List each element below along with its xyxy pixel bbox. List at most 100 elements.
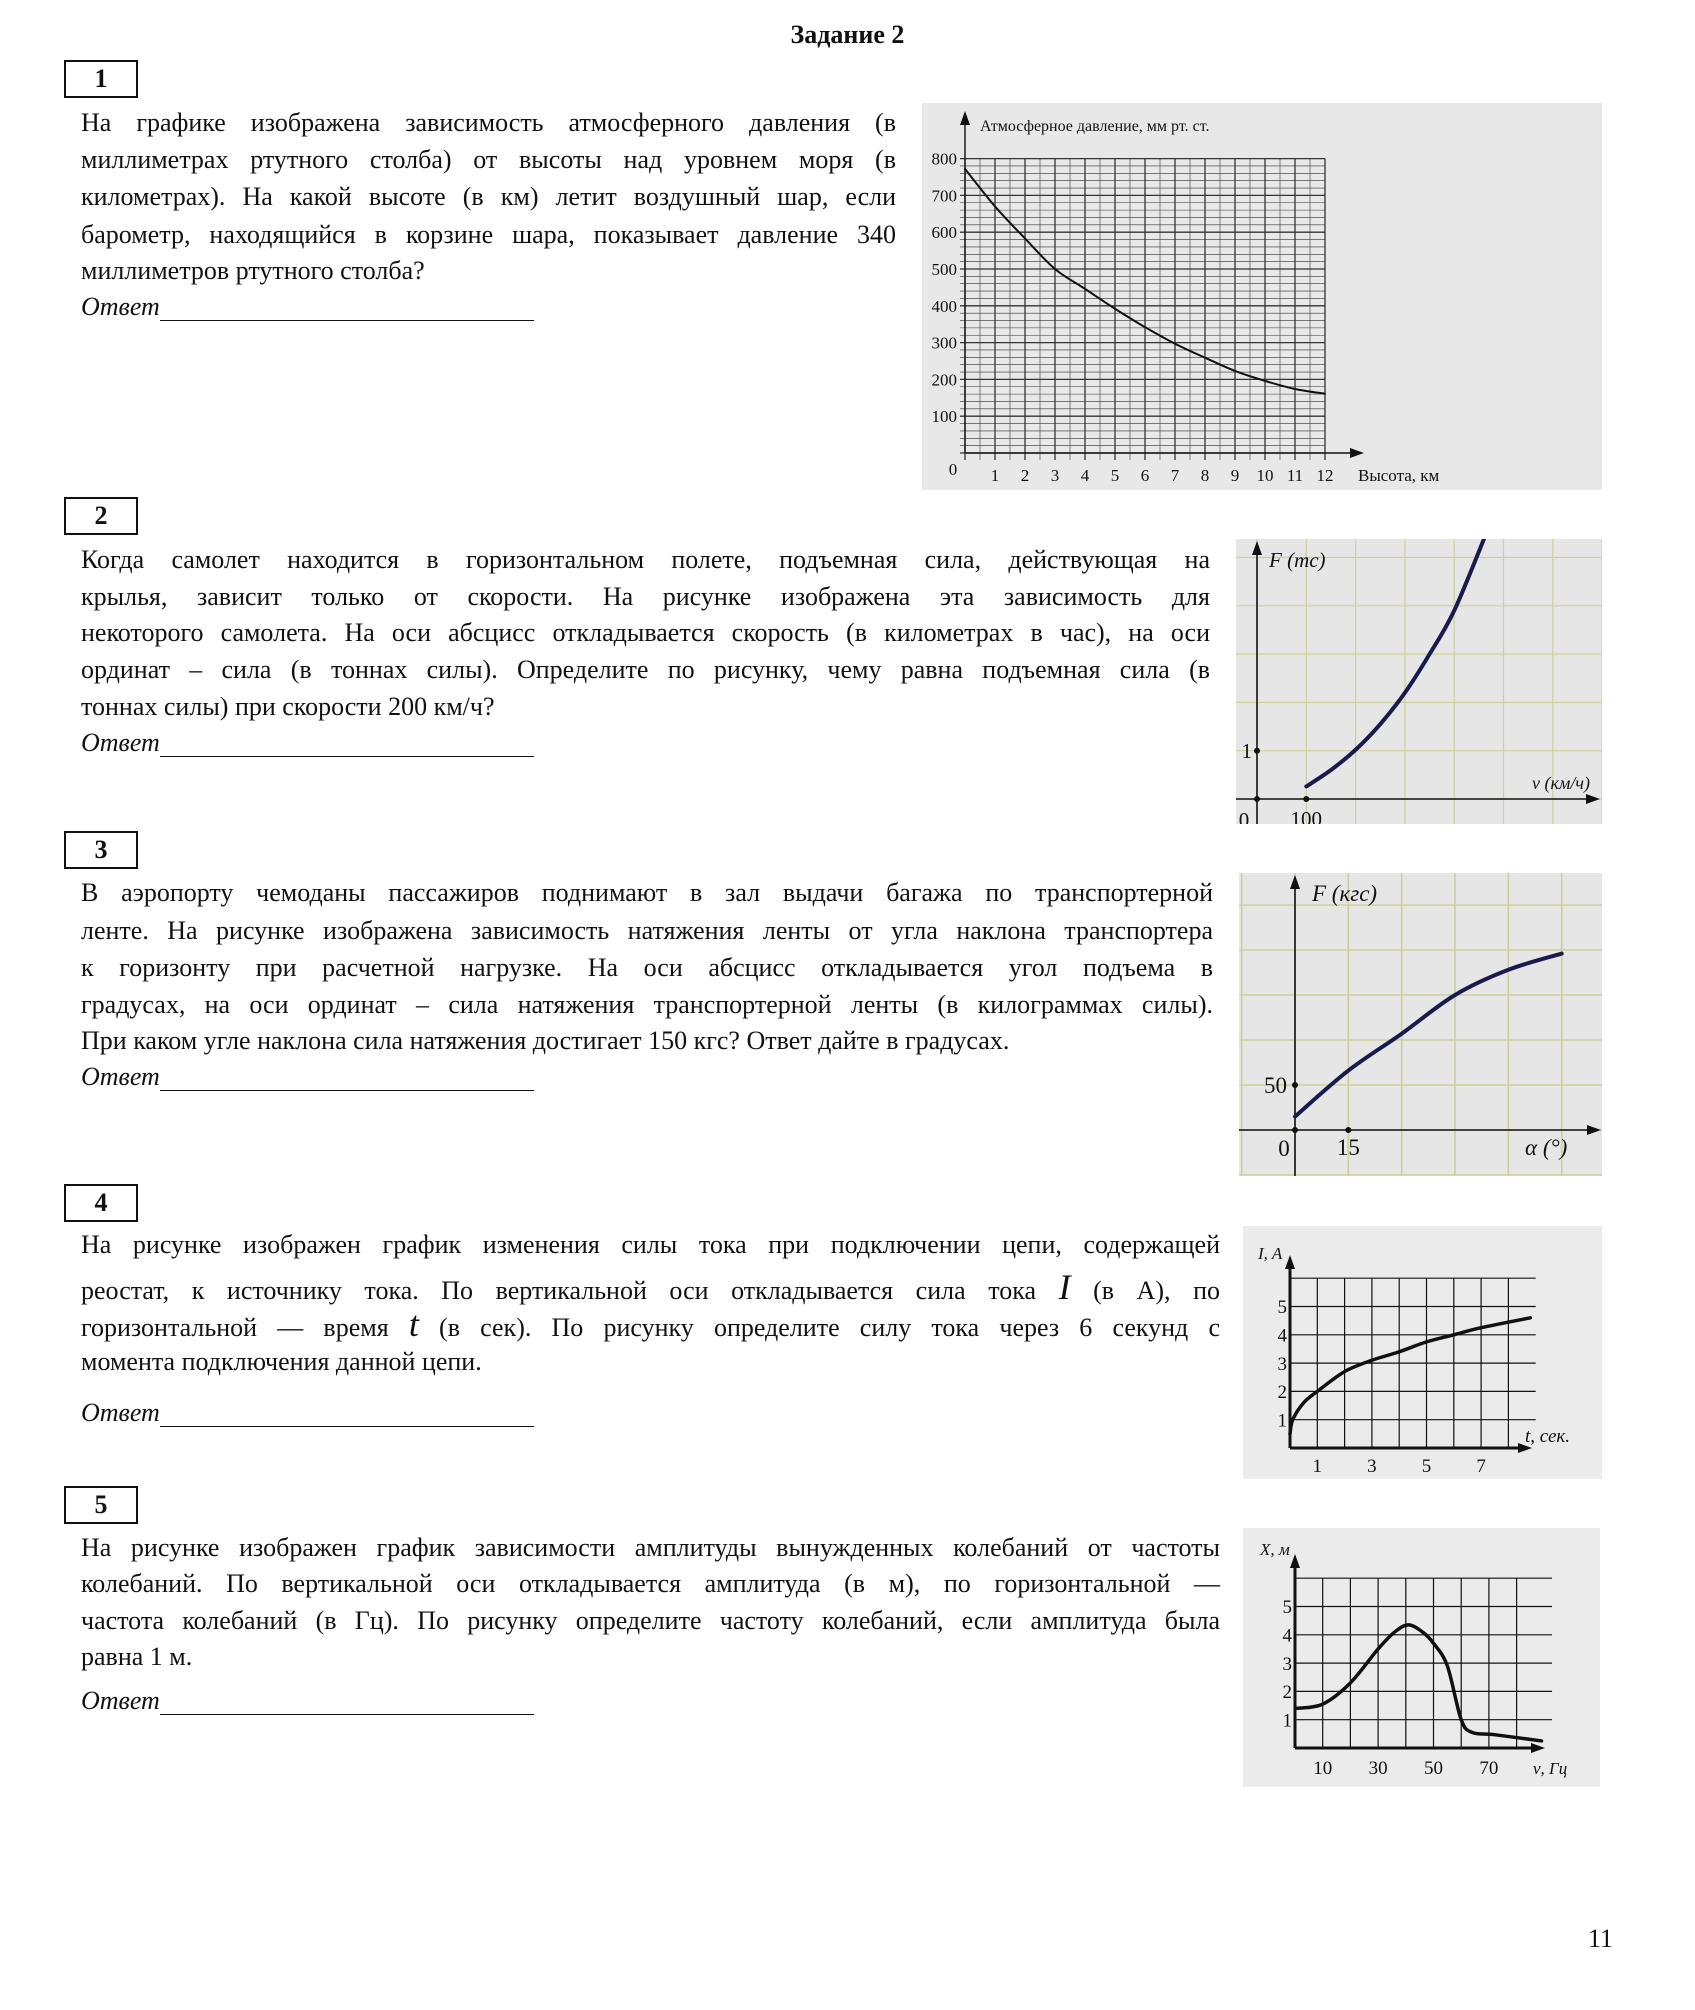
origin-label: 0 [1239, 808, 1250, 824]
answer-input[interactable] [159, 1400, 534, 1427]
answer-label: Ответ [81, 1686, 160, 1715]
x-tick-label: 7 [1171, 466, 1180, 485]
x-tick-label: 7 [1476, 1456, 1486, 1477]
y-tick-label: 3 [1278, 1354, 1288, 1375]
data-curve [1294, 1623, 1544, 1743]
problem-number-box: 5 [64, 1486, 138, 1524]
y-axis-label: I, A [1257, 1244, 1283, 1263]
y-tick-label: 2 [1278, 1382, 1288, 1403]
answer-row: Ответ [81, 288, 534, 325]
data-curve [964, 167, 1326, 395]
x-axis-arrow-icon [1350, 448, 1364, 458]
problem-text-line: крылья, зависит только от скорости. На р… [81, 582, 1210, 611]
x-tick-label: 50 [1424, 1758, 1443, 1779]
x-tick-label: 12 [1317, 466, 1334, 485]
x-axis-label: v (км/ч) [1532, 773, 1590, 794]
chart-panel-4: 1 3 5 7 1 2 3 4 5 I, A t, сек. [1243, 1226, 1602, 1479]
chart-2: 100 1 0 F (тс) v (км/ч) [1236, 539, 1602, 824]
answer-row: Ответ [81, 1394, 534, 1431]
chart-4: 1 3 5 7 1 2 3 4 5 I, A t, сек. [1243, 1226, 1602, 1479]
problem-text-line: километрах). На какой высоте (в км) лети… [81, 182, 896, 211]
y-tick-label: 2 [1283, 1682, 1293, 1703]
x-tick-label: 8 [1201, 466, 1210, 485]
y-tick-label: 1 [1242, 739, 1253, 763]
answer-input[interactable] [159, 1064, 534, 1091]
x-tick-dot [1345, 1127, 1352, 1133]
chart-background [1243, 1528, 1600, 1787]
y-tick-label: 3 [1283, 1654, 1293, 1675]
y-tick-label: 200 [932, 370, 958, 389]
answer-row: Ответ [81, 1058, 534, 1095]
problem-number-box: 4 [64, 1184, 138, 1222]
y-axis-label: F (кгс) [1311, 881, 1377, 906]
x-tick-label: 70 [1479, 1758, 1498, 1779]
x-axis-label: ν, Гц [1533, 1759, 1567, 1778]
problem-text-line: тоннах силы) при скорости 200 км/ч? [81, 692, 495, 721]
data-curve [1293, 951, 1564, 1119]
origin-dot [1292, 1127, 1298, 1133]
problem-text-line: момента подключения данной цепи. [81, 1343, 1220, 1380]
y-tick-label: 300 [932, 334, 958, 353]
y-tick-label: 100 [932, 407, 958, 426]
y-tick-label: 50 [1264, 1073, 1287, 1098]
text-segment: (в А), по [1093, 1276, 1221, 1305]
chart-panel-1: 1 2 3 4 5 6 7 8 9 10 11 12 100 200 300 400 500 600 700 800 0… [922, 103, 1602, 490]
problem-text-line: На рисунке изображен график зависимости … [81, 1533, 1220, 1562]
x-tick-label: 3 [1367, 1456, 1377, 1477]
y-tick-label: 1 [1283, 1710, 1293, 1731]
y-tick-label: 4 [1278, 1325, 1288, 1346]
y-tick-label: 500 [932, 260, 958, 279]
origin-label: 0 [1278, 1136, 1290, 1161]
x-tick-label: 10 [1313, 1758, 1332, 1779]
x-axis-label: t, сек. [1525, 1426, 1570, 1447]
x-tick-label: 2 [1021, 466, 1030, 485]
y-tick-label: 4 [1283, 1625, 1293, 1646]
problem-number-box: 3 [64, 831, 138, 869]
text-segment: горизонтальной — время [81, 1313, 389, 1342]
problem-text-line: реостат, к источнику тока. По вертикальн… [81, 1269, 1220, 1306]
problem-text-line: миллиметров ртутного столба? [81, 256, 425, 285]
math-symbol: t [408, 1304, 419, 1344]
y-axis-arrow-icon [1285, 1255, 1295, 1269]
text-segment: момента подключения данной цепи. [81, 1347, 482, 1376]
x-tick-label: 4 [1081, 466, 1090, 485]
y-axis-arrow-icon [1290, 1554, 1300, 1568]
problem-text-line: градусах, на оси ординат – сила натяжени… [81, 990, 1213, 1019]
chart-panel-2: 100 1 0 F (тс) v (км/ч) [1236, 539, 1602, 824]
answer-input[interactable] [159, 1688, 534, 1715]
data-curve [1288, 1316, 1532, 1436]
x-axis-label: α (°) [1525, 1135, 1567, 1160]
y-tick-label: 1 [1278, 1410, 1288, 1431]
x-axis-arrow-icon [1586, 794, 1600, 804]
text-segment: реостат, к источнику тока. По вертикальн… [81, 1276, 1036, 1305]
chart-panel-3: 15 50 0 F (кгс) α (°) [1239, 873, 1602, 1176]
chart-background [1236, 539, 1602, 824]
chart-panel-5: 10 30 50 70 1 2 3 4 5 X, м ν, Гц [1243, 1528, 1600, 1787]
y-axis-label: F (тс) [1268, 548, 1326, 572]
x-tick-label: 9 [1231, 466, 1240, 485]
text-segment: (в сек). По рисунку определите силу тока… [439, 1313, 1220, 1342]
problem-text-line: колебаний. По вертикальной оси откладыва… [81, 1569, 1220, 1598]
problem-text-line: На рисунке изображен график изменения си… [81, 1226, 1220, 1263]
data-curve [1304, 539, 1487, 789]
x-axis-arrow-icon [1587, 1125, 1601, 1135]
y-tick-label: 400 [932, 297, 958, 316]
problem-text-line: частота колебаний (в Гц). По рисунку опр… [81, 1606, 1220, 1635]
x-tick-dot [1303, 796, 1310, 802]
problem-text-line: ленте. На рисунке изображена зависимость… [81, 916, 1213, 945]
chart-background [1239, 873, 1602, 1176]
answer-input[interactable] [159, 294, 534, 321]
problem-text-line: ординат – сила (в тоннах силы). Определи… [81, 655, 1210, 684]
x-tick-label: 5 [1111, 466, 1120, 485]
problem-text-line: горизонтальной — время t (в сек). По рис… [81, 1306, 1220, 1343]
answer-row: Ответ [81, 724, 534, 761]
problem-text-line: некоторого самолета. На оси абсцисс откл… [81, 618, 1210, 647]
problem-text-line: В аэропорту чемоданы пассажиров поднимаю… [81, 878, 1213, 907]
answer-label: Ответ [81, 292, 160, 321]
x-tick-label: 1 [991, 466, 1000, 485]
answer-input[interactable] [159, 730, 534, 757]
x-tick-label: 1 [1313, 1456, 1323, 1477]
y-axis-label: Атмосферное давление, мм рт. ст. [980, 118, 1210, 135]
problem-text-line: При каком угле наклона сила натяжения до… [81, 1026, 1010, 1055]
y-tick-label: 5 [1278, 1297, 1288, 1318]
